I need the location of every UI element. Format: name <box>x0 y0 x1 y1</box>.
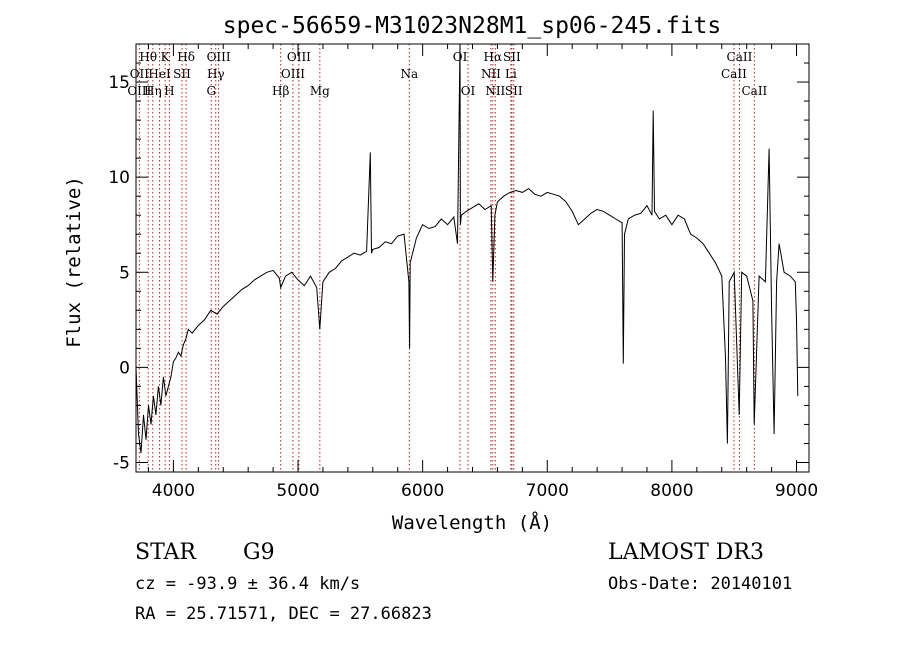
line-label: NII <box>485 84 505 98</box>
line-label: Hδ <box>177 50 195 64</box>
spectrum-line <box>135 43 799 454</box>
object-subclass: G9 <box>243 540 275 565</box>
y-tick-label: 0 <box>119 358 130 378</box>
line-label: Li <box>505 67 517 81</box>
y-tick-label: 10 <box>108 168 130 188</box>
x-tick-label: 6000 <box>401 481 444 501</box>
x-axis-label: Wavelength (Å) <box>392 511 552 534</box>
line-label: HeI <box>148 67 171 81</box>
line-labels: Hθ OII OIII K HeI Hη SII H Hδ OIII Hγ G OIII OIII Hβ Mg… <box>127 50 767 98</box>
y-tick-label: -5 <box>113 453 130 473</box>
emission-line-marks <box>138 44 755 472</box>
line-label: OIII <box>287 50 311 64</box>
line-label: OIII <box>127 84 151 98</box>
object-class: STAR <box>135 540 196 565</box>
redshift-text: cz = -93.9 ± 36.4 km/s <box>135 574 361 594</box>
survey-name: LAMOST DR3 <box>608 540 764 565</box>
x-tick-label: 4000 <box>152 481 195 501</box>
line-label: CaII <box>727 50 753 64</box>
obs-date-text: Obs-Date: 20140101 <box>608 574 793 594</box>
line-label: Hη <box>144 84 162 98</box>
x-tick-label: 7000 <box>526 481 569 501</box>
x-tick-label: 5000 <box>276 481 319 501</box>
line-label: CaII <box>721 67 747 81</box>
line-label: CaII <box>741 84 767 98</box>
line-label: Na <box>400 67 418 81</box>
line-label: NII <box>481 67 501 81</box>
line-label: Hγ <box>207 67 225 81</box>
radec-text: RA = 25.71571, DEC = 27.66823 <box>135 604 432 624</box>
x-tick-label: 8000 <box>650 481 693 501</box>
y-tick-label: 5 <box>119 263 130 283</box>
x-axis-ticks: 4000 5000 6000 7000 8000 9000 <box>147 44 818 501</box>
y-axis-label: Flux (relative) <box>63 176 85 348</box>
line-label: OI <box>461 84 476 98</box>
line-label: OII <box>130 67 150 81</box>
line-label: Hθ <box>139 50 157 64</box>
line-label: Hα <box>484 50 503 64</box>
chart-title: spec-56659-M31023N28M1_sp06-245.fits <box>223 13 722 39</box>
line-label: G <box>206 84 216 98</box>
y-tick-label: 15 <box>108 73 130 93</box>
line-label: SII <box>505 84 523 98</box>
line-label: SII <box>503 50 521 64</box>
line-label: SII <box>173 67 191 81</box>
line-label: OIII <box>207 50 231 64</box>
y-axis-ticks: -5 0 5 10 15 <box>108 43 809 473</box>
x-tick-label: 9000 <box>775 481 818 501</box>
plot-frame <box>135 43 810 473</box>
line-label: Hβ <box>272 84 289 98</box>
line-label: OIII <box>281 67 305 81</box>
line-label: Mg <box>310 84 330 98</box>
line-label: H <box>164 84 174 98</box>
line-label: K <box>161 50 171 64</box>
